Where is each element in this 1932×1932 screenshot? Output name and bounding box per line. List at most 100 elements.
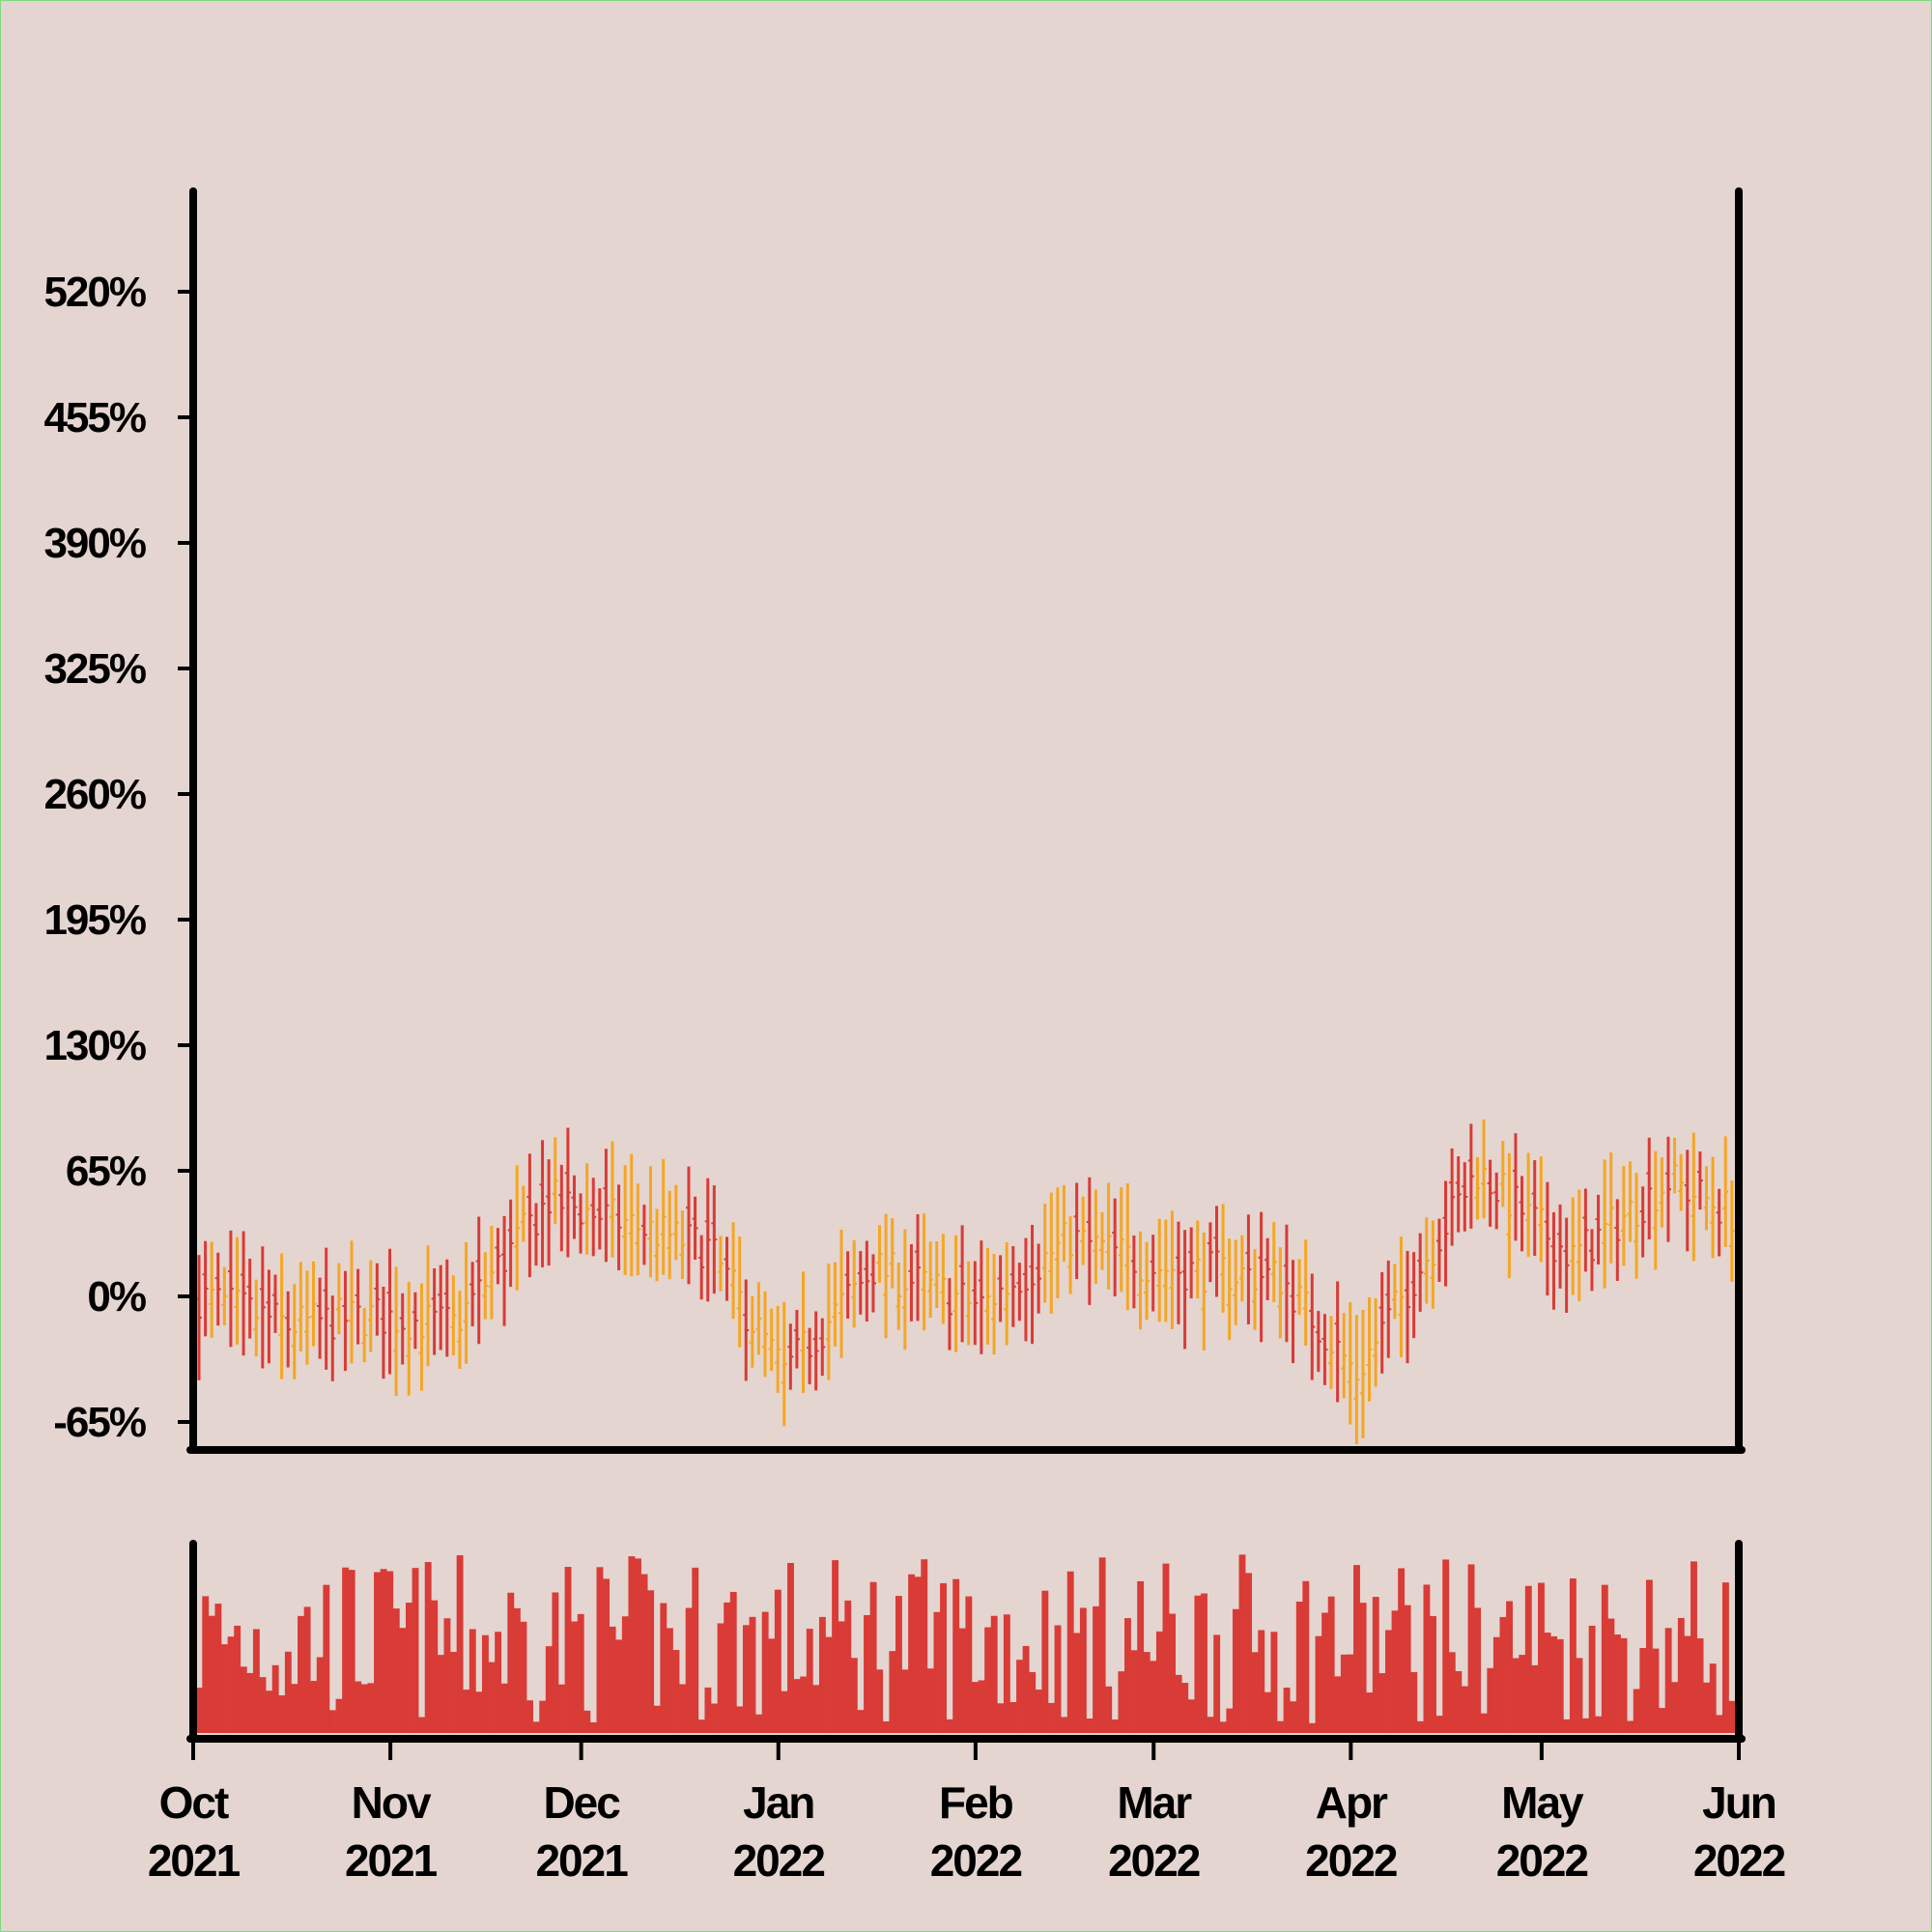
volume-bar (660, 1603, 668, 1733)
volume-bar (736, 1706, 744, 1733)
volume-bar (615, 1639, 623, 1733)
volume-bar (1435, 1716, 1443, 1733)
volume-bar (558, 1684, 565, 1733)
volume-bar (1601, 1584, 1608, 1733)
y-tick-label: 0% (87, 1273, 145, 1321)
volume-bar (1048, 1702, 1055, 1733)
volume-bar (1467, 1564, 1475, 1733)
volume-bar (749, 1616, 756, 1733)
volume-bar (355, 1681, 362, 1733)
volume-bar (405, 1603, 412, 1733)
volume-bar (1194, 1595, 1202, 1733)
volume-bar (806, 1629, 813, 1733)
volume-bar (1251, 1652, 1259, 1733)
volume-bar (1111, 1719, 1119, 1733)
volume-bar (1283, 1687, 1291, 1733)
y-tick-label: 65% (66, 1148, 146, 1195)
volume-bar (526, 1700, 533, 1733)
volume-bar (252, 1629, 260, 1733)
volume-bar (882, 1720, 890, 1733)
volume-bar (577, 1613, 584, 1733)
volume-bar (1627, 1720, 1634, 1733)
volume-bar (1340, 1654, 1348, 1733)
volume-bar (342, 1567, 350, 1733)
volume-bar (1366, 1692, 1374, 1733)
volume-bar (539, 1700, 547, 1733)
volume-bar (291, 1684, 298, 1733)
volume-bar (1066, 1571, 1074, 1733)
volume-bar (456, 1555, 464, 1733)
volume-bar (1201, 1593, 1208, 1733)
volume-bar (978, 1680, 985, 1733)
volume-bar (1391, 1610, 1399, 1733)
volume-bar (1607, 1618, 1615, 1733)
volume-bar (1124, 1618, 1131, 1733)
volume-bar (1384, 1630, 1392, 1733)
volume-bar (1652, 1648, 1660, 1733)
volume-bar (1213, 1634, 1221, 1733)
x-tick-year: 2022 (1305, 1835, 1397, 1886)
volume-bar (635, 1558, 641, 1733)
volume-bar (965, 1596, 973, 1733)
volume-bar (869, 1581, 877, 1733)
volume-bars (195, 1554, 1743, 1733)
volume-bar (1524, 1585, 1532, 1733)
y-tick-label: 130% (43, 1022, 145, 1069)
volume-bar (1016, 1660, 1023, 1733)
volume-bar (463, 1690, 470, 1733)
volume-bar (781, 1690, 788, 1733)
volume-bar (564, 1567, 572, 1733)
volume-bar (825, 1636, 833, 1733)
volume-bar (1569, 1577, 1577, 1733)
volume-bar (952, 1578, 960, 1733)
volume-bar (1321, 1612, 1329, 1733)
volume-bar (310, 1681, 318, 1733)
volume-bar (1150, 1661, 1157, 1733)
x-tick-month: Mar (1117, 1777, 1192, 1828)
price-bars (196, 1119, 1742, 1445)
volume-bar (1633, 1689, 1640, 1733)
volume-bar (1054, 1625, 1062, 1733)
volume-bar (335, 1698, 343, 1733)
volume-bar (1022, 1645, 1030, 1733)
volume-bar (850, 1658, 858, 1733)
volume-bar (742, 1625, 750, 1733)
volume-bar (1118, 1671, 1125, 1733)
volume-bar (908, 1574, 916, 1733)
volume-bar (1576, 1658, 1583, 1733)
volume-bar (1270, 1632, 1278, 1733)
volume-bar (1372, 1597, 1379, 1733)
volume-bar (1219, 1721, 1227, 1733)
x-tick-month: Feb (939, 1777, 1013, 1828)
volume-bar (603, 1578, 610, 1733)
volume-bar (1353, 1565, 1360, 1733)
volume-bar (469, 1629, 476, 1733)
volume-bar (1359, 1603, 1367, 1733)
y-tick-label: 520% (43, 269, 145, 316)
volume-bar (1105, 1686, 1113, 1733)
volume-bar (1416, 1720, 1424, 1733)
volume-bar (1207, 1717, 1214, 1733)
volume-panel (186, 1540, 1746, 1743)
volume-bar (711, 1703, 718, 1733)
volume-bar (1455, 1671, 1463, 1733)
volume-bar (450, 1652, 457, 1733)
volume-bar (316, 1657, 324, 1733)
y-tick-label: 390% (43, 520, 145, 567)
volume-bar (323, 1584, 330, 1733)
volume-bar (1487, 1667, 1494, 1733)
volume-bar (793, 1679, 801, 1733)
volume-bar (1093, 1605, 1099, 1733)
volume-bar (399, 1628, 407, 1733)
volume-bar (431, 1600, 439, 1733)
volume-bar (348, 1570, 355, 1733)
volume-bar (1595, 1716, 1603, 1733)
volume-bar (488, 1662, 496, 1733)
volume-bar (838, 1621, 845, 1733)
x-tick-month: Oct (159, 1777, 229, 1828)
volume-bar (1423, 1584, 1431, 1733)
volume-bar (583, 1710, 591, 1733)
volume-bar (259, 1677, 267, 1733)
volume-bar (812, 1685, 820, 1733)
